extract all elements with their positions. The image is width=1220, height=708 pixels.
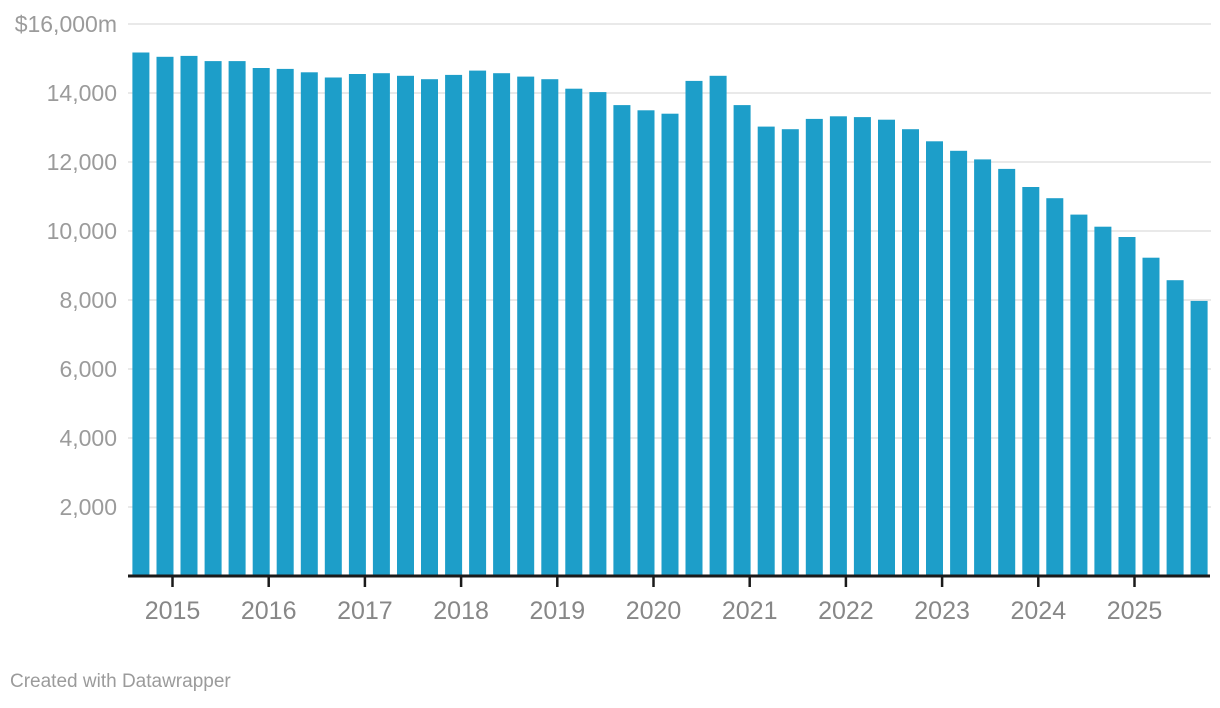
bar-2017-q1 xyxy=(372,73,390,576)
bar-2018-q2 xyxy=(493,73,511,576)
bar-2016-q2 xyxy=(300,72,318,577)
bar-2021-q1 xyxy=(757,126,775,576)
bar-2024-q3 xyxy=(1094,226,1112,576)
bar-2019-q3 xyxy=(613,105,631,576)
bar-2023-q1 xyxy=(950,150,968,577)
bar-2022-q1 xyxy=(853,117,871,576)
bar-2024-q4 xyxy=(1118,237,1136,576)
y-label-4000: 4,000 xyxy=(59,425,117,451)
y-label-8000: 8,000 xyxy=(59,287,117,313)
bar-2017-q2 xyxy=(397,75,414,577)
bar-2023-q3 xyxy=(998,168,1016,576)
bar-2020-q2 xyxy=(685,80,703,577)
y-label-12000: 12,000 xyxy=(47,149,117,175)
y-label-16000: $16,000m xyxy=(15,11,117,37)
x-label-2025: 2025 xyxy=(1107,597,1163,625)
y-label-6000: 6,000 xyxy=(59,356,117,382)
bar-2019-q2 xyxy=(589,92,607,576)
bar-2015-q3 xyxy=(228,61,246,577)
bar-2021-q4 xyxy=(829,116,847,577)
bar-2017-q4 xyxy=(445,74,463,577)
x-label-2016: 2016 xyxy=(241,597,297,625)
bar-2016-q3 xyxy=(324,77,342,576)
bar-2014-q3 xyxy=(132,52,150,576)
bar-2016-q4 xyxy=(348,74,366,576)
bar-2019-q1 xyxy=(565,88,583,576)
y-label-14000: 14,000 xyxy=(47,80,117,106)
bar-2024-q2 xyxy=(1070,214,1088,576)
x-label-2024: 2024 xyxy=(1010,597,1066,625)
bar-2021-q2 xyxy=(781,129,799,576)
x-axis-labels: 2015 2016 2017 2018 2019 2020 2021 2022 2023 2024… xyxy=(145,577,1163,625)
bar-2020-q4 xyxy=(733,105,751,576)
x-label-2015: 2015 xyxy=(145,597,201,625)
bar-2018-q1 xyxy=(469,70,487,576)
x-label-2019: 2019 xyxy=(529,597,585,625)
x-label-2022: 2022 xyxy=(818,597,874,625)
x-label-2021: 2021 xyxy=(722,597,778,625)
bar-2019-q4 xyxy=(637,110,655,577)
bar-2020-q3 xyxy=(709,75,727,577)
bar-2017-q3 xyxy=(421,79,438,576)
bar-2015-q1 xyxy=(180,55,198,576)
bar-2022-q4 xyxy=(926,141,943,577)
bar-2015-q4 xyxy=(252,68,270,576)
bar-2021-q3 xyxy=(805,118,823,577)
bar-2016-q1 xyxy=(276,68,294,577)
bar-2018-q4 xyxy=(541,79,559,576)
bar-2020-q1 xyxy=(661,113,679,576)
y-label-2000: 2,000 xyxy=(59,494,117,520)
bar-2025-q2 xyxy=(1166,280,1184,576)
bar-2025-q3 xyxy=(1190,300,1208,576)
bar-2015-q2 xyxy=(204,61,222,577)
x-label-2023: 2023 xyxy=(914,597,970,625)
y-label-10000: 10,000 xyxy=(47,218,117,244)
bar-2014-q4 xyxy=(156,56,174,577)
y-axis-labels: $16,000m 14,000 12,000 10,000 8,000 6,000 4,00… xyxy=(15,11,117,520)
bar-2025-q1 xyxy=(1142,257,1160,576)
x-label-2020: 2020 xyxy=(626,597,682,625)
bar-series xyxy=(132,52,1208,577)
bar-2018-q3 xyxy=(517,76,535,576)
bar-2024-q1 xyxy=(1046,198,1064,576)
datawrapper-credit-link[interactable]: Created with Datawrapper xyxy=(10,671,231,692)
chart-canvas: 2015 2016 2017 2018 2019 2020 2021 2022 2023 2024… xyxy=(15,11,1211,625)
bar-2022-q2 xyxy=(878,119,895,576)
bar-2023-q2 xyxy=(974,159,992,576)
x-label-2017: 2017 xyxy=(337,597,393,625)
bar-2022-q3 xyxy=(902,129,919,576)
bar-2023-q4 xyxy=(1022,187,1040,576)
x-label-2018: 2018 xyxy=(433,597,489,625)
